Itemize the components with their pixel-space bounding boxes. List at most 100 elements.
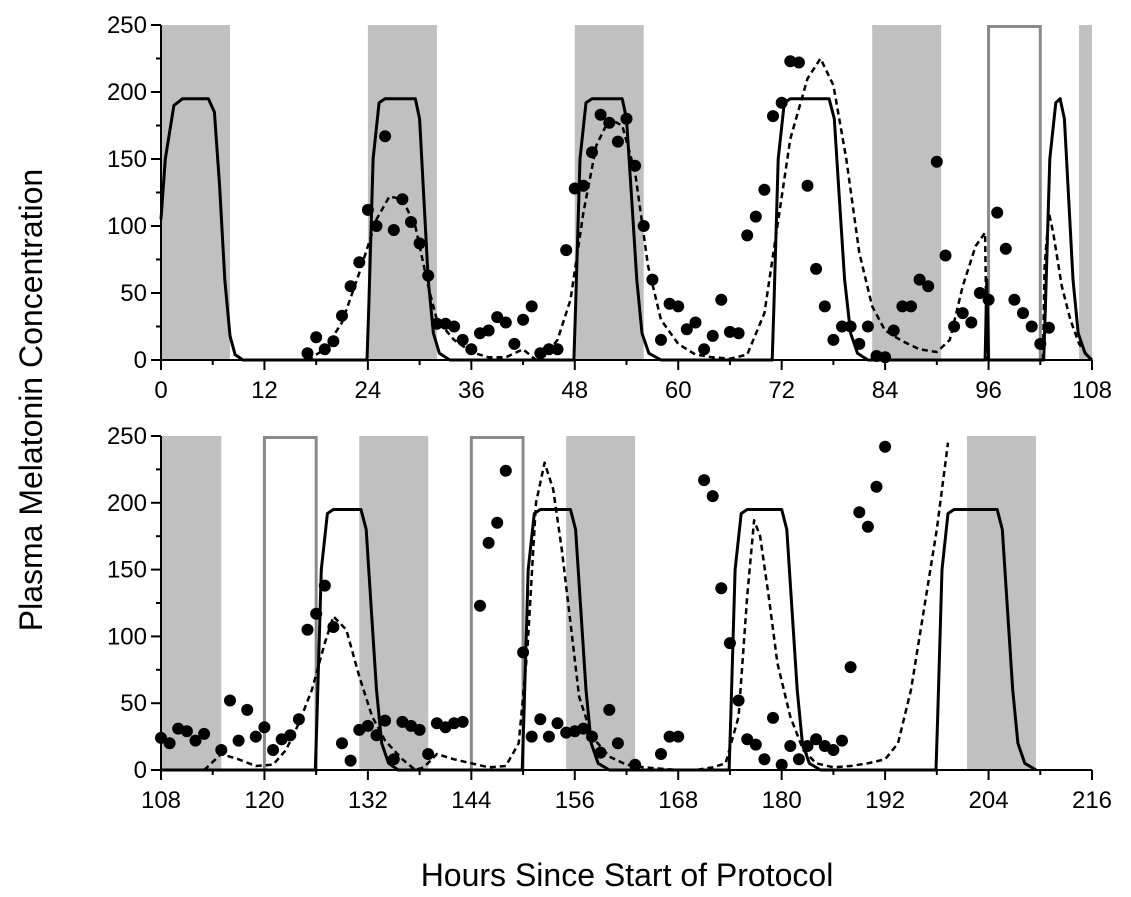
data-point	[1025, 320, 1038, 333]
dark-period	[566, 436, 636, 770]
data-point	[672, 300, 685, 313]
data-point	[827, 333, 840, 346]
data-point	[775, 96, 788, 109]
data-point	[491, 516, 504, 529]
data-point	[456, 333, 469, 346]
data-point	[637, 220, 650, 232]
data-point	[474, 599, 486, 612]
data-point	[499, 316, 512, 329]
data-point	[629, 758, 642, 771]
x-tick-label: 204	[969, 787, 1009, 814]
dark-period	[161, 25, 230, 360]
data-point	[482, 536, 495, 549]
data-point	[655, 748, 667, 760]
x-tick-label: 0	[154, 377, 167, 404]
data-point	[801, 179, 814, 192]
x-tick-label: 12	[251, 377, 278, 404]
data-point	[542, 343, 555, 356]
data-point	[327, 335, 340, 348]
data-point	[189, 734, 202, 747]
x-tick-label: 84	[872, 377, 899, 404]
x-tick-label: 108	[141, 787, 181, 814]
x-tick-label: 96	[975, 377, 1002, 404]
data-point	[551, 343, 564, 356]
data-point	[577, 179, 590, 192]
data-point	[715, 293, 728, 306]
data-point	[301, 623, 314, 636]
data-point	[336, 309, 348, 322]
data-point	[939, 249, 952, 262]
data-point	[732, 327, 745, 340]
data-point	[180, 725, 193, 738]
data-point	[1008, 293, 1021, 306]
x-tick-label: 132	[348, 787, 388, 814]
y-tick-label: 100	[107, 623, 147, 650]
data-point	[611, 737, 624, 750]
data-point	[663, 730, 676, 743]
data-point	[792, 56, 805, 69]
data-point	[232, 734, 245, 747]
x-tick-label: 24	[355, 377, 382, 404]
data-point	[930, 155, 943, 168]
data-point	[905, 300, 917, 313]
data-point	[749, 210, 762, 223]
data-point	[1017, 307, 1029, 320]
data-point	[413, 723, 426, 736]
data-point	[810, 733, 823, 746]
data-point	[827, 744, 840, 756]
y-tick-label: 0	[134, 757, 147, 784]
y-tick-label: 200	[107, 490, 147, 517]
data-point	[413, 237, 426, 250]
data-point	[310, 607, 323, 620]
data-point	[370, 220, 383, 232]
data-point	[689, 316, 702, 329]
data-point	[560, 244, 573, 257]
x-axis-title: Hours Since Start of Protocol	[421, 857, 834, 893]
data-point	[448, 320, 461, 333]
data-point	[258, 721, 271, 734]
data-point	[482, 324, 495, 337]
data-point	[267, 744, 280, 756]
data-point	[853, 506, 866, 519]
data-point	[301, 347, 314, 360]
data-point	[749, 738, 762, 751]
data-point	[499, 464, 512, 477]
data-point	[784, 740, 797, 752]
x-tick-label: 120	[244, 787, 284, 814]
data-point	[844, 661, 857, 674]
data-point	[379, 714, 392, 727]
data-point	[198, 727, 211, 740]
data-point	[965, 316, 978, 329]
dark-period	[1079, 25, 1092, 360]
data-point	[534, 713, 547, 726]
data-point	[586, 146, 598, 159]
data-point	[577, 722, 590, 735]
data-point	[861, 520, 874, 533]
y-tick-label: 250	[107, 423, 147, 450]
data-point	[620, 112, 633, 125]
data-point	[387, 224, 400, 236]
data-point	[1034, 337, 1047, 350]
data-point	[594, 108, 607, 121]
data-point	[646, 273, 659, 286]
data-point	[456, 715, 469, 728]
data-point	[344, 754, 357, 767]
x-tick-label: 144	[451, 787, 491, 814]
data-point	[405, 216, 417, 228]
y-tick-label: 50	[120, 280, 147, 307]
data-point	[594, 746, 607, 759]
y-tick-label: 200	[107, 79, 147, 106]
data-point	[818, 300, 831, 313]
data-point	[698, 474, 711, 487]
data-point	[741, 733, 754, 746]
data-point	[249, 730, 262, 743]
data-point	[611, 135, 624, 148]
data-point	[672, 730, 685, 743]
data-point	[284, 729, 297, 742]
open-period	[987, 25, 1042, 362]
data-point	[353, 256, 366, 269]
data-point	[991, 206, 1004, 219]
data-point	[525, 300, 538, 313]
data-point	[318, 579, 331, 592]
